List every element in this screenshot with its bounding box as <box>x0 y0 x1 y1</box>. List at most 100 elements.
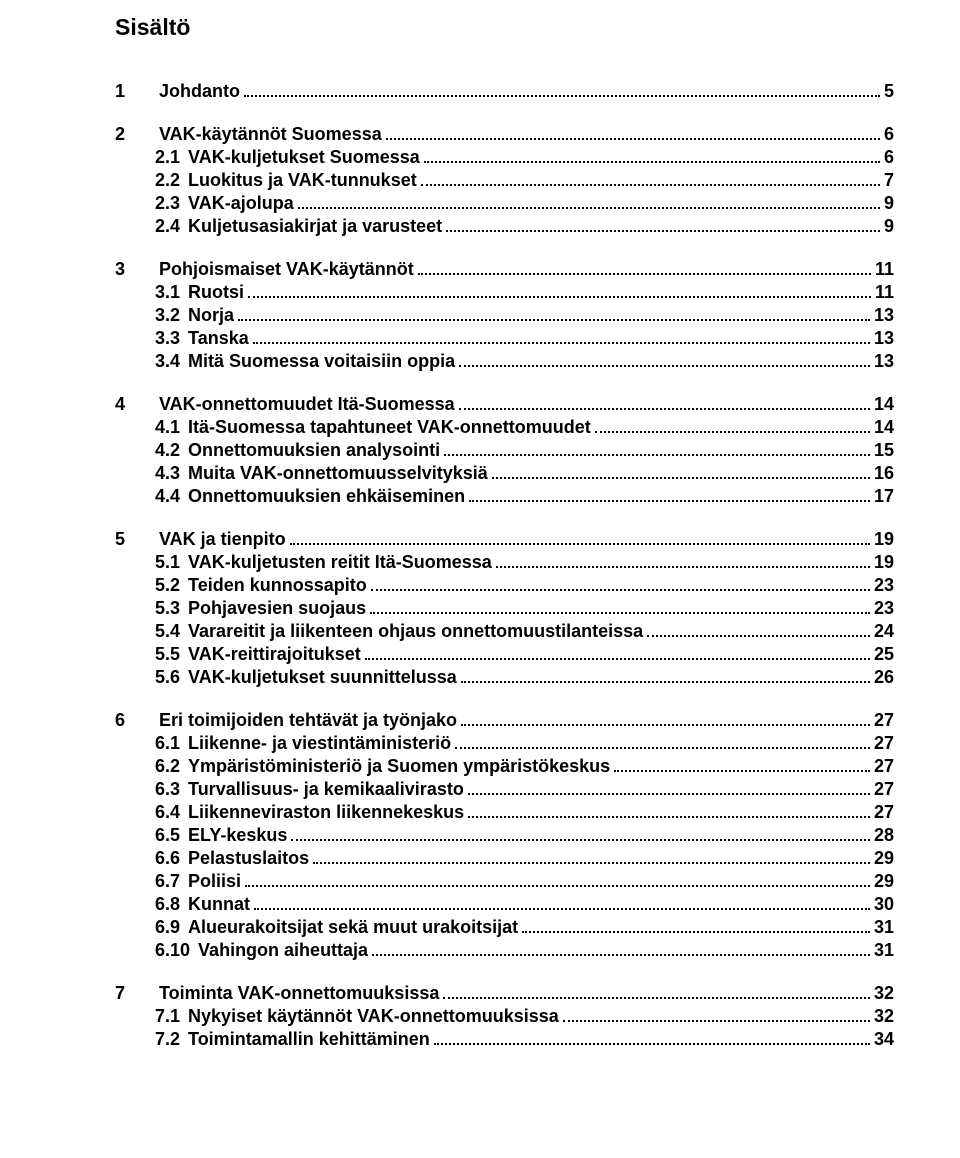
toc-number: 6.3 <box>155 779 180 800</box>
toc-page-number: 27 <box>874 733 894 754</box>
toc-number: 6.6 <box>155 848 180 869</box>
toc-leader <box>468 783 870 795</box>
toc-label: Vahingon aiheuttaja <box>190 940 368 961</box>
toc-page-number: 32 <box>874 1006 894 1027</box>
toc-label: Luokitus ja VAK-tunnukset <box>180 170 417 191</box>
toc-leader <box>459 355 870 367</box>
toc-leader <box>595 421 870 433</box>
toc-label: Nykyiset käytännöt VAK-onnettomuuksissa <box>180 1006 559 1027</box>
toc-page-number: 29 <box>874 848 894 869</box>
toc-row: 1Johdanto5 <box>115 81 894 102</box>
toc-leader <box>386 128 880 140</box>
toc-leader <box>372 944 870 956</box>
toc-number: 5 <box>115 529 153 550</box>
toc-row: 6.1Liikenne- ja viestintäministeriö27 <box>115 733 894 754</box>
toc-page-number: 19 <box>874 529 894 550</box>
toc-row: 6.10Vahingon aiheuttaja 31 <box>115 940 894 961</box>
toc-leader <box>291 829 870 841</box>
toc-leader <box>443 987 870 999</box>
toc-number: 6.8 <box>155 894 180 915</box>
toc-page-number: 13 <box>874 328 894 349</box>
toc-label: VAK-kuljetusten reitit Itä-Suomessa <box>180 552 492 573</box>
toc-row: 4.1Itä-Suomessa tapahtuneet VAK-onnettom… <box>115 417 894 438</box>
toc-page-number: 27 <box>874 756 894 777</box>
toc-number: 3.1 <box>155 282 180 303</box>
toc-page-number: 34 <box>874 1029 894 1050</box>
toc-leader <box>522 921 870 933</box>
toc-row: 5.6VAK-kuljetukset suunnittelussa26 <box>115 667 894 688</box>
toc-leader <box>496 556 870 568</box>
toc-label: Teiden kunnossapito <box>180 575 367 596</box>
toc-row: 7.2Toimintamallin kehittäminen 34 <box>115 1029 894 1050</box>
toc-number: 4.2 <box>155 440 180 461</box>
toc-row: 2.1VAK-kuljetukset Suomessa6 <box>115 147 894 168</box>
toc-number: 1 <box>115 81 153 102</box>
toc-page-number: 13 <box>874 305 894 326</box>
toc-page-number: 29 <box>874 871 894 892</box>
toc-page-number: 25 <box>874 644 894 665</box>
toc-number: 6.7 <box>155 871 180 892</box>
toc-leader <box>254 898 870 910</box>
toc-label: Toimintamallin kehittäminen <box>180 1029 430 1050</box>
toc-label: Eri toimijoiden tehtävät ja työnjako <box>153 710 457 731</box>
toc-number: 5.1 <box>155 552 180 573</box>
toc-number: 6 <box>115 710 153 731</box>
toc-number: 3.3 <box>155 328 180 349</box>
toc-number: 5.4 <box>155 621 180 642</box>
toc-number: 4.3 <box>155 463 180 484</box>
toc-row: 6.7Poliisi29 <box>115 871 894 892</box>
toc-number: 5.5 <box>155 644 180 665</box>
toc-page-number: 6 <box>884 124 894 145</box>
toc-number: 2.2 <box>155 170 180 191</box>
toc-leader <box>371 579 870 591</box>
toc-page-number: 31 <box>874 940 894 961</box>
toc-label: Norja <box>180 305 234 326</box>
toc-page-number: 15 <box>874 440 894 461</box>
toc-label: ELY-keskus <box>180 825 287 846</box>
toc-page-number: 9 <box>884 216 894 237</box>
table-of-contents: 1Johdanto52VAK-käytännöt Suomessa62.1VAK… <box>115 81 894 1050</box>
toc-number: 6.10 <box>155 940 190 961</box>
toc-label: Turvallisuus- ja kemikaalivirasto <box>180 779 464 800</box>
toc-number: 3 <box>115 259 153 280</box>
toc-row: 6.9Alueurakoitsijat sekä muut urakoitsij… <box>115 917 894 938</box>
toc-label: Liikenne- ja viestintäministeriö <box>180 733 451 754</box>
toc-row: 7Toiminta VAK-onnettomuuksissa32 <box>115 983 894 1004</box>
toc-page-number: 14 <box>874 417 894 438</box>
toc-row: 4.2Onnettomuuksien analysointi15 <box>115 440 894 461</box>
toc-row: 6.2Ympäristöministeriö ja Suomen ympäris… <box>115 756 894 777</box>
toc-page-number: 5 <box>884 81 894 102</box>
toc-label: Ympäristöministeriö ja Suomen ympäristök… <box>180 756 610 777</box>
toc-number: 7.2 <box>155 1029 180 1050</box>
toc-label: Kunnat <box>180 894 250 915</box>
toc-leader <box>446 220 880 232</box>
toc-row: 2.3VAK-ajolupa9 <box>115 193 894 214</box>
toc-label: VAK-ajolupa <box>180 193 294 214</box>
toc-number: 3.4 <box>155 351 180 372</box>
toc-label: VAK-onnettomuudet Itä-Suomessa <box>153 394 455 415</box>
toc-row: 7.1Nykyiset käytännöt VAK-onnettomuuksis… <box>115 1006 894 1027</box>
toc-leader <box>418 263 871 275</box>
toc-label: Kuljetusasiakirjat ja varusteet <box>180 216 442 237</box>
toc-leader <box>461 714 870 726</box>
toc-row: 3.4Mitä Suomessa voitaisiin oppia13 <box>115 351 894 372</box>
toc-leader <box>647 625 870 637</box>
toc-number: 4.4 <box>155 486 180 507</box>
toc-row: 2.4Kuljetusasiakirjat ja varusteet9 <box>115 216 894 237</box>
toc-number: 6.9 <box>155 917 180 938</box>
toc-page-number: 14 <box>874 394 894 415</box>
toc-label: VAK-reittirajoitukset <box>180 644 361 665</box>
document-page: Sisältö 1Johdanto52VAK-käytännöt Suomess… <box>0 0 960 1090</box>
toc-label: Ruotsi <box>180 282 244 303</box>
toc-page-number: 27 <box>874 710 894 731</box>
toc-leader <box>459 398 870 410</box>
toc-page-number: 26 <box>874 667 894 688</box>
toc-leader <box>492 467 870 479</box>
toc-label: Tanska <box>180 328 249 349</box>
toc-label: Itä-Suomessa tapahtuneet VAK-onnettomuud… <box>180 417 591 438</box>
toc-number: 2.1 <box>155 147 180 168</box>
toc-leader <box>298 197 880 209</box>
toc-number: 6.2 <box>155 756 180 777</box>
toc-leader <box>455 737 870 749</box>
toc-row: 4.3Muita VAK-onnettomuusselvityksiä16 <box>115 463 894 484</box>
